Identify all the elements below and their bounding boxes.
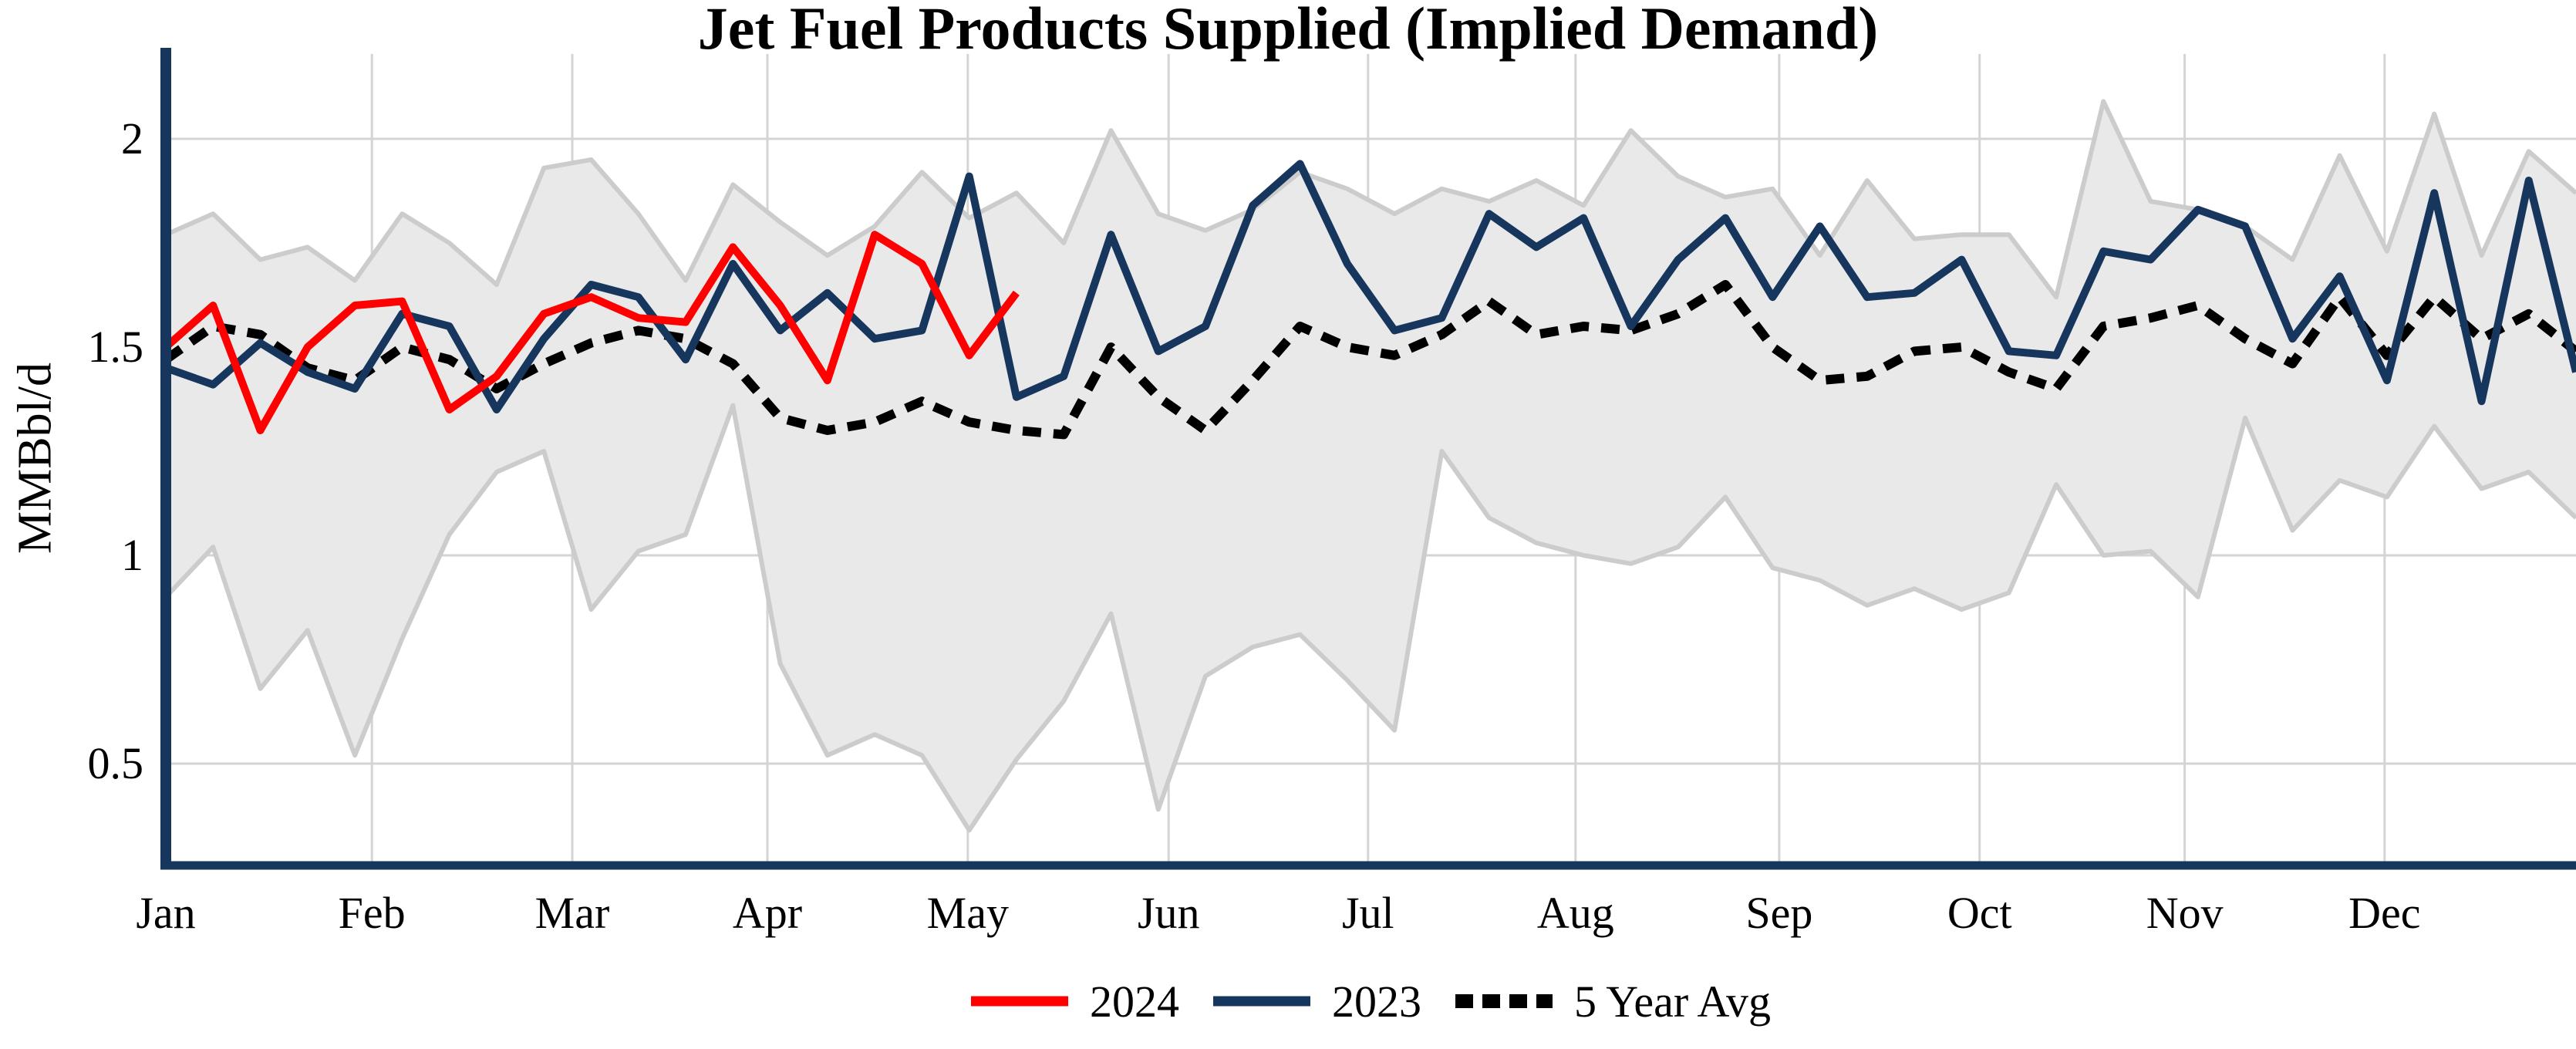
y-tick-label: 1.5 (87, 322, 144, 372)
y-tick-label: 1 (121, 530, 143, 580)
y-tick-label: 2 (121, 113, 143, 164)
band-min-line (164, 403, 2576, 833)
series-line-2024 (163, 231, 1020, 434)
legend-label: 2024 (1089, 976, 1179, 1027)
x-tick-label-sep: Sep (1745, 888, 1813, 938)
legend-swatch-2023 (1212, 996, 1310, 1007)
legend-label: 5 Year Avg (1573, 976, 1772, 1027)
legend-swatch-5-year-avg (1455, 994, 1553, 1008)
legend-label: 2023 (1331, 976, 1421, 1027)
x-tick-label-jun: Jun (1137, 888, 1200, 938)
x-tick-label-jul: Jul (1341, 888, 1394, 938)
chart-title: Jet Fuel Products Supplied (Implied Dema… (697, 0, 1879, 62)
x-tick-label-mar: Mar (534, 888, 610, 938)
legend-item-5-year-avg: 5 Year Avg (1455, 976, 1771, 1027)
series-line-2023 (164, 160, 2576, 413)
x-tick-label-may: May (926, 888, 1009, 938)
legend-swatch-2024 (970, 996, 1068, 1007)
y-tick-label: 0.5 (87, 738, 144, 788)
x-tick-label-dec: Dec (2348, 888, 2421, 938)
x-tick-label-apr: Apr (732, 888, 803, 938)
y-axis-label: MMBbl/d (8, 362, 62, 555)
x-tick-label-feb: Feb (338, 888, 406, 938)
x-tick-label-nov: Nov (2146, 888, 2224, 938)
legend-item-2024: 2024 (970, 976, 1179, 1027)
legend-item-2023: 2023 (1212, 976, 1421, 1027)
band-max-line (164, 99, 2576, 300)
x-tick-label-aug: Aug (1536, 888, 1614, 938)
x-tick-label-jan: Jan (136, 888, 196, 938)
legend: 2024 2023 5 Year Avg (166, 970, 2576, 1032)
x-tick-label-oct: Oct (1947, 888, 2012, 938)
